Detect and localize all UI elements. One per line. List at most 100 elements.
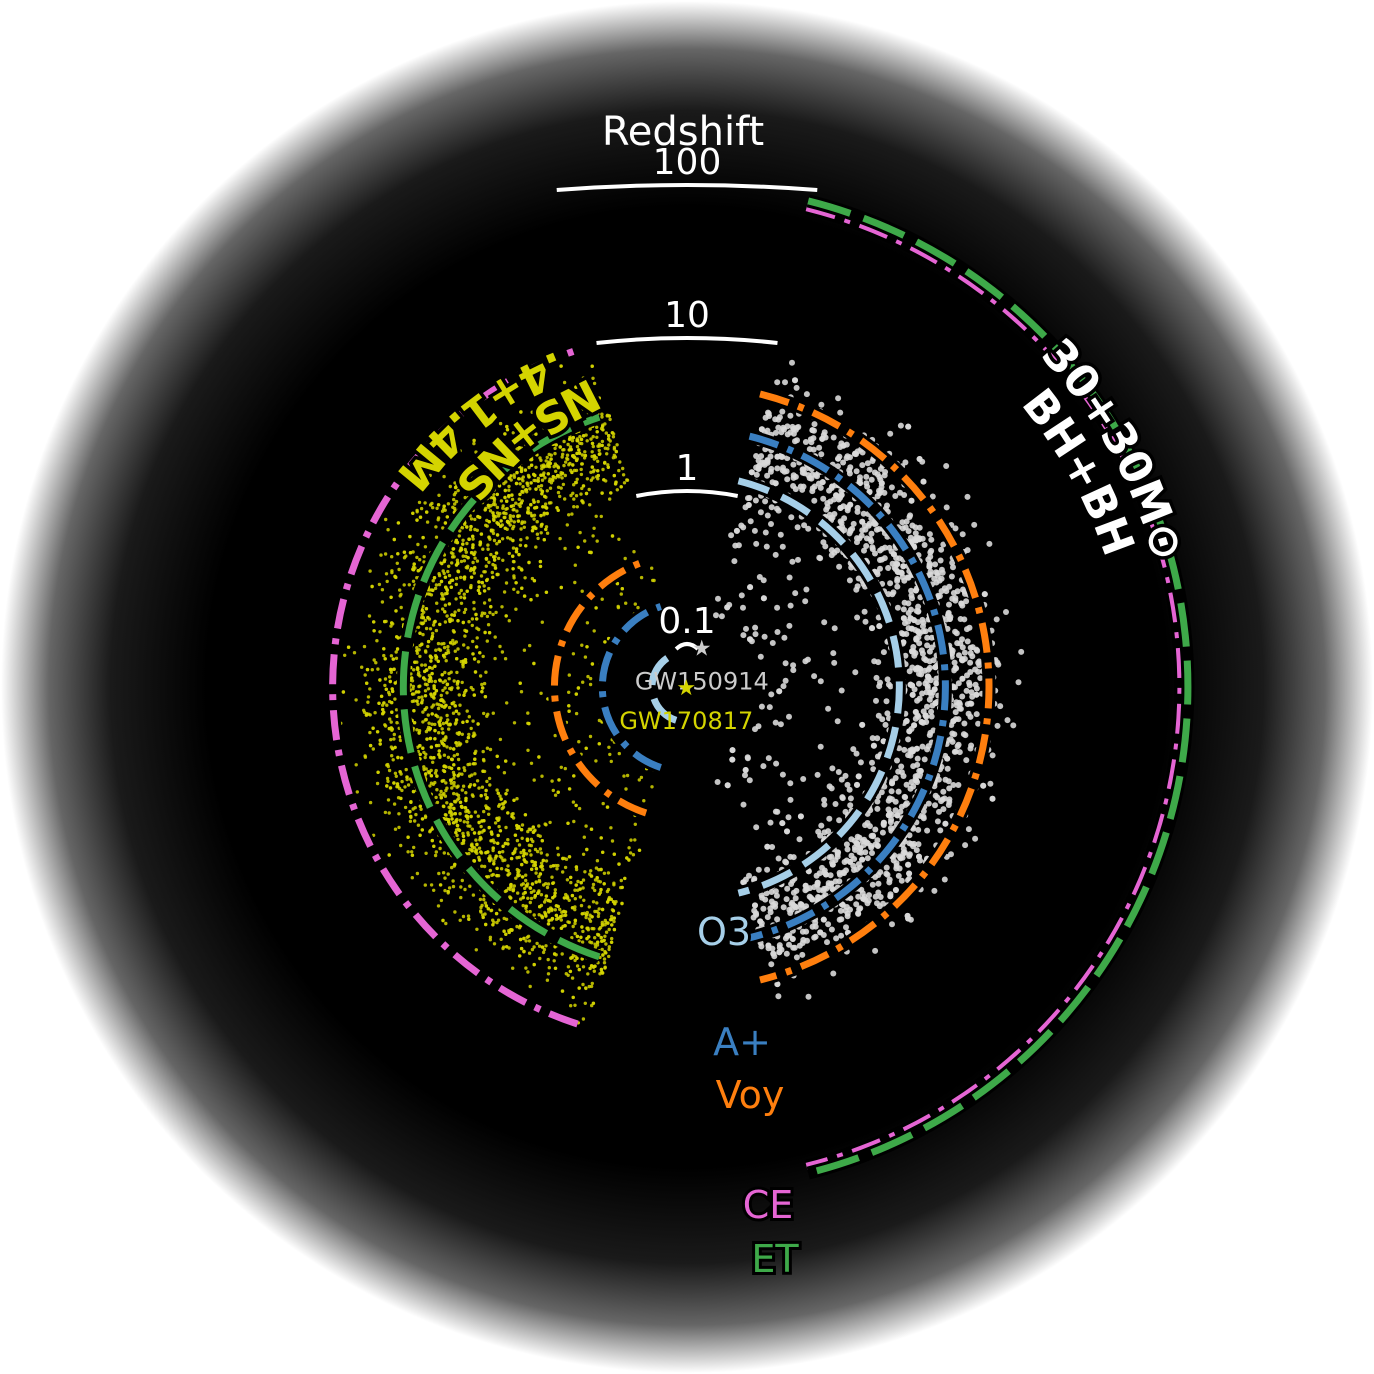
nsns-point [428,592,432,596]
nsns-point [567,898,571,902]
nsns-point [443,686,447,690]
bbh-point [799,951,806,958]
nsns-point [616,604,620,609]
bbh-point [758,892,765,899]
nsns-point [535,520,539,524]
nsns-point [604,942,608,946]
nsns-point [426,687,431,691]
nsns-point [443,610,447,614]
nsns-point [492,942,497,946]
nsns-point [385,784,389,788]
nsns-point [573,580,577,585]
nsns-point [456,793,461,798]
nsns-point [597,907,601,911]
nsns-point [483,630,487,635]
nsns-point [402,550,407,554]
bbh-point [764,512,771,519]
nsns-point [383,724,388,728]
bbh-point [940,806,947,813]
nsns-point [554,913,559,918]
nsns-point [463,607,468,612]
nsns-point [500,605,504,609]
nsns-point [388,679,392,684]
nsns-point [483,508,487,512]
nsns-point [584,491,589,496]
nsns-point [522,936,526,941]
nsns-point [471,639,475,644]
nsns-point [602,961,607,965]
nsns-point [520,586,524,590]
bbh-point [950,782,957,788]
nsns-point [442,753,447,757]
nsns-point [421,616,425,620]
nsns-point [580,957,584,961]
nsns-point [425,737,429,741]
bbh-point [882,721,889,728]
nsns-point [503,800,507,804]
nsns-point [637,848,642,852]
nsns-point [530,867,534,871]
bbh-point [715,595,721,602]
bbh-point [840,459,847,466]
bbh-point [766,704,773,711]
nsns-point [511,888,515,893]
nsns-point [470,827,474,831]
bbh-point [946,583,953,590]
nsns-point [581,484,586,488]
nsns-point [390,710,394,714]
bbh-point [740,604,746,611]
bbh-point [713,612,719,619]
nsns-point [514,581,518,585]
bbh-point [922,628,929,635]
nsns-point [621,466,625,471]
bbh-point [884,676,891,683]
nsns-point [420,828,424,832]
nsns-point [584,915,588,920]
nsns-point [581,965,586,969]
nsns-point [599,967,604,972]
nsns-point [418,752,422,757]
nsns-point [542,465,546,469]
nsns-point [532,517,536,521]
nsns-point [593,909,597,914]
nsns-point [438,793,442,797]
nsns-point [449,585,453,589]
nsns-point [562,448,566,452]
nsns-point [547,966,551,970]
nsns-point [510,928,514,932]
nsns-point [534,871,538,875]
nsns-point [453,649,457,653]
nsns-point [500,802,505,806]
bbh-point [838,932,845,939]
nsns-point [579,881,583,885]
nsns-point [504,614,508,618]
nsns-point [415,649,419,653]
nsns-point [568,969,573,974]
bbh-point [870,833,876,840]
nsns-point [492,488,496,492]
nsns-point [368,800,373,805]
nsns-point [410,850,414,854]
nsns-point [417,485,422,489]
bbh-point [860,510,867,517]
nsns-point [544,944,548,948]
nsns-point [423,694,428,698]
nsns-point [574,494,579,498]
nsns-point [599,514,603,519]
nsns-point [444,651,448,656]
nsns-point [460,680,464,685]
nsns-point [590,450,594,454]
bbh-point [827,498,834,505]
nsns-point [486,503,491,508]
nsns-point [449,670,453,674]
bbh-point [844,846,851,853]
nsns-point [564,892,568,897]
nsns-point [426,639,431,644]
nsns-point [605,805,610,809]
nsns-point [462,610,467,615]
nsns-point [413,819,417,823]
nsns-point [571,652,576,656]
nsns-point [459,575,463,580]
nsns-point [462,474,466,478]
nsns-point [436,503,441,507]
